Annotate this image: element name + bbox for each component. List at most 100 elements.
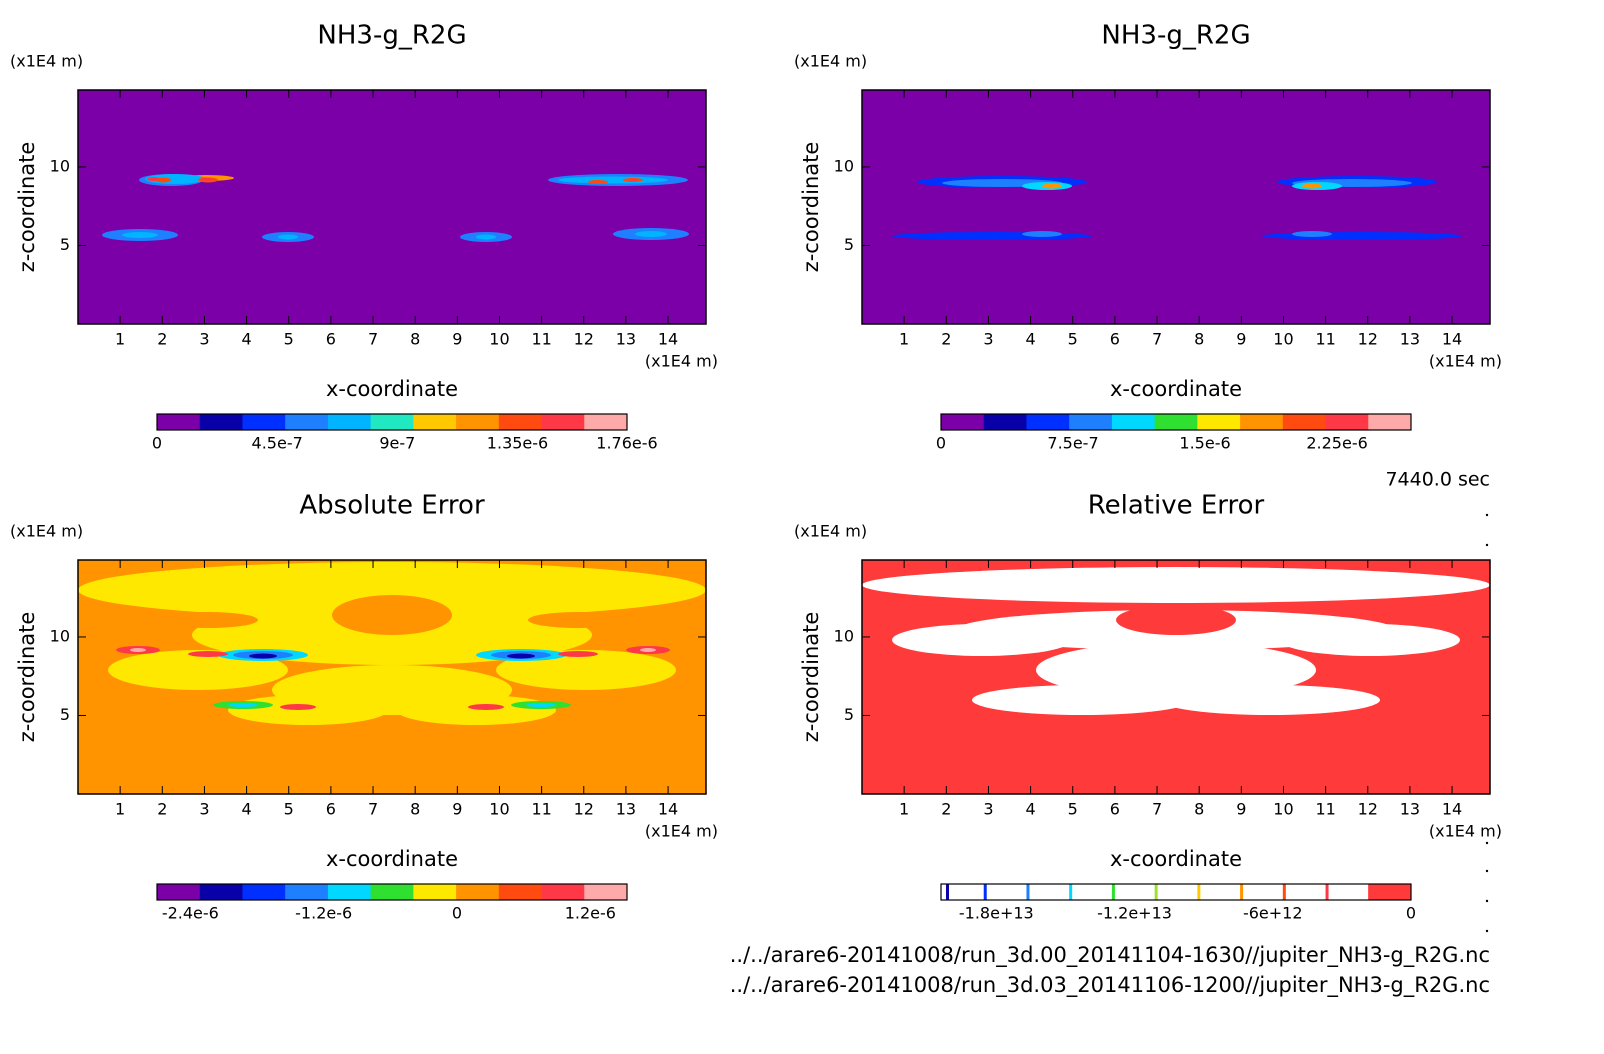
x-tick-label: 11 bbox=[1315, 800, 1335, 819]
colorbar-segment bbox=[370, 884, 414, 900]
colorbar-tick-label: -1.2e+13 bbox=[1097, 904, 1172, 923]
colorbar-segment bbox=[456, 884, 500, 900]
panel: NH3-g_R2G (x1E4 m) (x1E4 m) x-coordinate z-c… bbox=[794, 21, 1502, 453]
x-tick-label: 6 bbox=[1110, 800, 1120, 819]
title: Relative Error bbox=[1088, 491, 1265, 521]
contour-region bbox=[558, 651, 598, 657]
colorbar-tick-label: 1.2e-6 bbox=[565, 904, 616, 923]
y-tick-label: 5 bbox=[60, 235, 70, 254]
x-tick-label: 5 bbox=[1068, 330, 1078, 349]
contour-region bbox=[476, 234, 496, 240]
y-unit: (x1E4 m) bbox=[10, 52, 83, 71]
x-tick-label: 3 bbox=[199, 330, 209, 349]
x-tick-label: 5 bbox=[1068, 800, 1078, 819]
contour-region bbox=[507, 653, 535, 659]
title: NH3-g_R2G bbox=[317, 21, 466, 51]
contour-region bbox=[122, 232, 158, 238]
colorbar-segment bbox=[983, 884, 1027, 900]
colorbar-segment bbox=[1325, 414, 1369, 430]
contour-field bbox=[78, 90, 706, 324]
x-tick-label: 3 bbox=[199, 800, 209, 819]
x-tick-label: 11 bbox=[1315, 330, 1335, 349]
colorbar-tick-label: 0 bbox=[152, 434, 162, 453]
x-tick-label: 4 bbox=[241, 330, 251, 349]
colorbar-segment bbox=[1240, 884, 1284, 900]
colorbar-segment bbox=[584, 884, 628, 900]
x-tick-label: 7 bbox=[368, 330, 378, 349]
colorbar-boundary bbox=[983, 884, 987, 900]
x-tick-label: 3 bbox=[983, 800, 993, 819]
colorbar-tick-label: 0 bbox=[936, 434, 946, 453]
y-unit: (x1E4 m) bbox=[10, 522, 83, 541]
contour-region bbox=[130, 648, 146, 652]
colorbar-segment bbox=[285, 884, 329, 900]
x-tick-label: 1 bbox=[899, 330, 909, 349]
y-axis-label: z-coordinate bbox=[799, 142, 823, 273]
contour-region bbox=[280, 704, 316, 710]
colorbar-tick-label: 1.76e-6 bbox=[596, 434, 657, 453]
title: NH3-g_R2G bbox=[1101, 21, 1250, 51]
colorbar-tick-label: 1.35e-6 bbox=[487, 434, 548, 453]
x-unit: (x1E4 m) bbox=[1429, 822, 1502, 841]
colorbar-boundary bbox=[1026, 884, 1030, 900]
contour-region bbox=[972, 685, 1192, 715]
contour-region bbox=[1262, 232, 1462, 240]
x-tick-label: 14 bbox=[658, 800, 678, 819]
colorbar-segment bbox=[498, 414, 543, 430]
x-tick-label: 6 bbox=[326, 800, 336, 819]
y-tick-label: 10 bbox=[834, 626, 854, 645]
colorbar-segment bbox=[413, 884, 457, 900]
colorbar-segment bbox=[327, 884, 372, 900]
contour-region bbox=[635, 231, 667, 237]
contour-region bbox=[1212, 705, 1222, 711]
contour-region bbox=[228, 703, 258, 707]
colorbar-segment bbox=[1282, 414, 1327, 430]
colorbar-segment bbox=[541, 884, 585, 900]
x-tick-label: 8 bbox=[1194, 800, 1204, 819]
contour-region bbox=[78, 562, 706, 618]
colorbar-segment bbox=[199, 414, 243, 430]
colorbar-segment bbox=[941, 884, 985, 900]
x-tick-label: 2 bbox=[941, 800, 951, 819]
x-tick-label: 6 bbox=[1110, 330, 1120, 349]
y-unit: (x1E4 m) bbox=[794, 52, 867, 71]
x-tick-label: 7 bbox=[368, 800, 378, 819]
colorbar-segment bbox=[370, 414, 414, 430]
contour-region bbox=[526, 703, 556, 707]
colorbar-segment bbox=[413, 414, 457, 430]
x-tick-label: 3 bbox=[983, 330, 993, 349]
contour-region bbox=[1068, 695, 1076, 701]
colorbar-segment bbox=[157, 884, 201, 900]
file-path: ../../arare6-20141008/run_3d.03_20141106… bbox=[730, 973, 1490, 998]
colorbar-tick-label: 7.5e-7 bbox=[1047, 434, 1098, 453]
colorbar-frame bbox=[940, 413, 1412, 431]
panel: Absolute Error (x1E4 m) (x1E4 m) x-coordina… bbox=[10, 491, 718, 923]
colorbar-segment bbox=[983, 414, 1027, 430]
contour-region bbox=[249, 653, 277, 659]
colorbar-tick-label: 0 bbox=[452, 904, 462, 923]
contour-region bbox=[862, 567, 1490, 603]
x-tick-label: 2 bbox=[157, 800, 167, 819]
colorbar-segment bbox=[1154, 414, 1198, 430]
contour-region bbox=[188, 651, 228, 657]
colorbar-boundary bbox=[1325, 884, 1329, 900]
x-tick-label: 10 bbox=[1273, 800, 1293, 819]
colorbar-segment bbox=[285, 414, 329, 430]
colorbar-tick-label: -2.4e-6 bbox=[162, 904, 219, 923]
colorbar-segment bbox=[242, 884, 286, 900]
x-tick-label: 13 bbox=[616, 800, 636, 819]
colorbar-boundary bbox=[946, 884, 949, 900]
x-tick-label: 4 bbox=[241, 800, 251, 819]
colorbar-segment bbox=[1069, 414, 1113, 430]
contour-region bbox=[1036, 642, 1316, 698]
y-tick-label: 10 bbox=[50, 626, 70, 645]
x-tick-label: 13 bbox=[1400, 800, 1420, 819]
x-tick-label: 9 bbox=[1236, 330, 1246, 349]
contour-region bbox=[1137, 705, 1147, 711]
contour-region bbox=[588, 180, 608, 184]
colorbar-segment bbox=[941, 414, 985, 430]
x-tick-label: 10 bbox=[1273, 330, 1293, 349]
x-tick-label: 5 bbox=[284, 330, 294, 349]
dots bbox=[1485, 513, 1489, 933]
